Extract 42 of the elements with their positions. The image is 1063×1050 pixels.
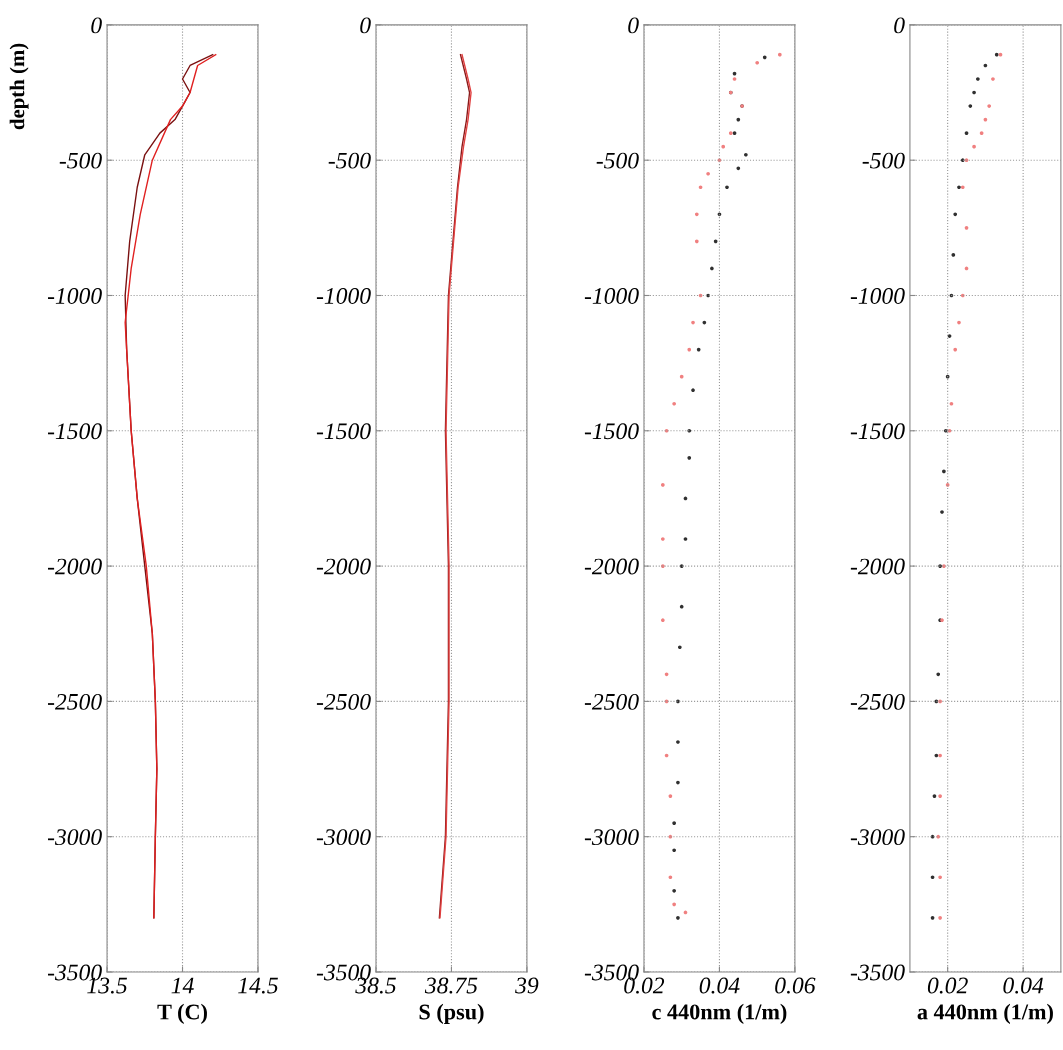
- x-axis-title: S (psu): [419, 1003, 484, 1024]
- x-tick-label: 0.06: [775, 977, 816, 994]
- y-tick-label: 0: [894, 17, 905, 34]
- x-tick-label: 0.04: [699, 977, 740, 994]
- y-tick-label: -1500: [850, 423, 905, 440]
- y-tick-label: -1000: [47, 287, 102, 304]
- x-tick-label: 38.75: [424, 977, 478, 994]
- x-tick-label: 39: [515, 977, 539, 994]
- y-tick-label: -1000: [850, 287, 905, 304]
- y-tick-label: -3500: [850, 964, 905, 981]
- x-axis-title: a 440nm (1/m): [917, 1003, 1053, 1024]
- y-tick-label: -1000: [584, 287, 639, 304]
- y-axis-title: depth (m): [9, 43, 29, 130]
- y-tick-label: -1500: [584, 423, 639, 440]
- y-tick-label: -500: [328, 152, 371, 169]
- x-axis-title: T (C): [157, 1003, 207, 1024]
- y-tick-label: -500: [862, 152, 905, 169]
- x-tick-label: 0.02: [927, 977, 968, 994]
- y-tick-label: -1500: [316, 423, 371, 440]
- y-tick-label: -2500: [850, 693, 905, 710]
- y-tick-label: -1500: [47, 423, 102, 440]
- y-tick-label: -1000: [316, 287, 371, 304]
- y-tick-label: 0: [91, 17, 102, 34]
- y-tick-label: -3000: [850, 829, 905, 846]
- x-axis-title: c 440nm (1/m): [652, 1003, 787, 1024]
- x-tick-label: 14: [171, 977, 194, 994]
- y-tick-label: -2000: [47, 558, 102, 575]
- y-tick-label: -2500: [316, 693, 371, 710]
- y-tick-label: -3000: [47, 829, 102, 846]
- y-tick-label: -2500: [47, 693, 102, 710]
- y-tick-label: -3000: [316, 829, 371, 846]
- y-tick-label: -2500: [584, 693, 639, 710]
- x-tick-label: 14.5: [238, 977, 278, 994]
- y-tick-label: -500: [59, 152, 102, 169]
- y-tick-label: -2000: [850, 558, 905, 575]
- y-tick-label: -2000: [316, 558, 371, 575]
- y-tick-label: -3000: [584, 829, 639, 846]
- y-tick-label: 0: [360, 17, 371, 34]
- y-tick-label: -500: [596, 152, 639, 169]
- y-tick-label: -2000: [584, 558, 639, 575]
- x-tick-label: 0.04: [1003, 977, 1044, 994]
- y-tick-label: 0: [628, 17, 639, 34]
